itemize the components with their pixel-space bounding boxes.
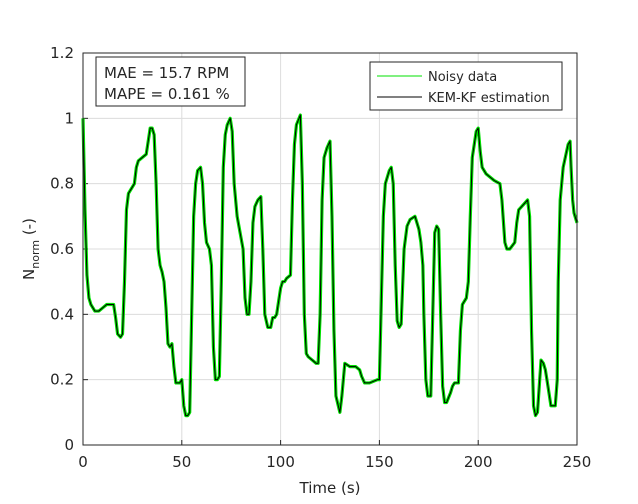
y-label-subscript: norm: [29, 240, 42, 269]
y-tick-label: 0: [64, 436, 74, 454]
annotation: MAPE = 0.161 %: [104, 85, 230, 103]
annotation-box: [95, 56, 246, 107]
x-tick-label: 50: [172, 453, 191, 471]
axes-box: [82, 52, 578, 446]
annotation: MAE = 15.7 RPM: [104, 64, 229, 82]
x-tick-label: 250: [563, 453, 592, 471]
y-label-suffix: (-): [20, 218, 38, 240]
legend-label: KEM-KF estimation: [428, 91, 550, 106]
y-tick-label: 0.2: [50, 371, 74, 389]
y-tick-label: 0.6: [50, 240, 74, 258]
y-tick-label: 1: [64, 109, 74, 127]
x-tick-label: 0: [78, 453, 88, 471]
legend-label: Noisy data: [428, 70, 497, 85]
y-tick-label: 0.8: [50, 175, 74, 193]
x-tick-label: 150: [365, 453, 394, 471]
y-tick-label: 0.4: [50, 305, 74, 323]
y-label-main: N: [20, 269, 38, 280]
x-axis-label: Time (s): [299, 479, 361, 497]
series-line: [82, 114, 578, 417]
y-axis-label: Nnorm (-): [20, 218, 42, 280]
y-tick-label: 1.2: [50, 44, 74, 62]
x-tick-label: 100: [266, 453, 295, 471]
x-tick-label: 200: [464, 453, 493, 471]
legend-box: [369, 61, 563, 111]
